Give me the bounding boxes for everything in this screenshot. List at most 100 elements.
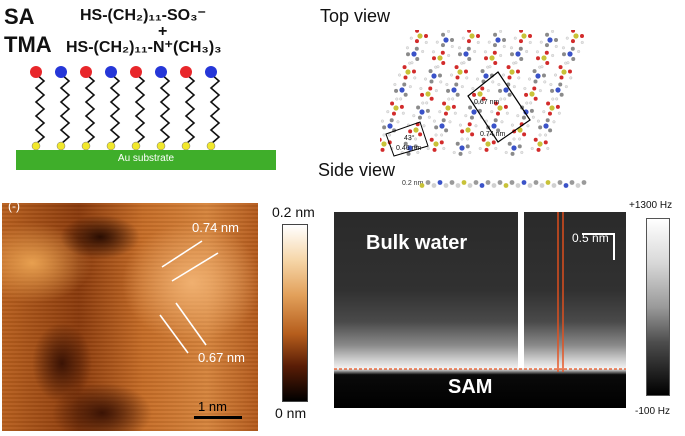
hydrogen-atom [517,76,521,80]
sulfur-atom [509,69,515,75]
hydrogen-atom [421,101,425,105]
oxygen-atom [481,96,486,101]
hydrogen-atom [500,120,504,124]
methyl-group [458,52,463,57]
sulfur-atom [485,141,491,147]
thiol-anchor [131,141,141,151]
oxygen-atom [442,101,447,106]
methyl-group [480,69,485,74]
sa-label: SA [4,4,35,29]
side-atom [557,180,563,185]
angle-label: 43° [404,135,415,142]
oxygen-atom [503,104,508,109]
hydrogen-atom [425,101,429,105]
methyl-group [496,128,501,133]
ammonium-head [55,66,67,78]
side-atom [539,183,545,188]
hydrogen-atom [530,147,534,150]
sulfur-atom [381,141,387,147]
nitrogen-atom [515,51,521,57]
hydrogen-atom [421,50,425,53]
alkyl-chain [34,73,46,145]
hydrogen-atom [512,61,516,65]
hydrogen-atom [419,87,423,90]
nitrogen-atom [523,109,529,115]
methyl-group [465,144,470,149]
hydrogen-atom [432,119,436,123]
hydrogen-atom [466,137,470,141]
side-atom [551,183,557,188]
methyl-group [554,38,558,42]
ammonium-head [105,66,117,78]
sulfur-atom [549,105,555,111]
methyl-group [493,32,498,37]
hydrogen-atom [434,133,438,137]
oxygen-atom [432,147,437,152]
oxygen-atom [476,34,480,38]
hydrogen-atom [380,119,384,123]
hydrogen-atom [564,61,568,65]
hydrogen-atom [434,89,438,93]
oxygen-atom [519,30,524,33]
side-atom [503,183,509,188]
sulfur-atom [561,69,567,75]
hydrogen-atom [450,73,453,77]
hydrogen-atom [528,41,532,44]
oxygen-atom [515,69,520,74]
hydrogen-atom [460,137,464,141]
side-atom [473,180,479,185]
sulfonate-head [180,66,192,78]
side-atom [575,183,581,188]
methyl-group [498,88,503,93]
oxygen-atom [533,96,538,101]
methyl-group [544,43,549,48]
nitrogen-atom [535,73,541,79]
bulk-water-label: Bulk water [366,232,468,254]
hydrogen-atom [432,50,435,54]
oxygen-atom [432,56,437,61]
oxygen-atom [380,147,385,152]
side-atom [527,183,533,188]
hydrogen-atom [520,150,524,154]
oxygen-atom [415,30,420,33]
hydrogen-atom [474,124,478,128]
methyl-group [518,46,523,51]
methyl-group [425,108,430,113]
nitrogen-atom [431,73,437,79]
oxygen-atom [403,75,408,80]
image-gap [518,212,524,368]
oxygen-atom [470,132,475,137]
methyl-group [545,118,550,123]
methyl-group [519,57,524,62]
hydrogen-atom [499,97,503,101]
ammonium-head [155,66,167,78]
oxygen-atom [454,65,459,70]
side-atom [533,180,539,185]
frequency-colorbar [646,218,670,396]
oxygen-atom [429,96,434,101]
oxygen-atom [414,39,419,44]
hydrogen-atom [539,40,543,44]
hydrogen-atom [471,87,475,90]
oxygen-atom [472,92,477,97]
methyl-group [402,82,407,87]
sam-chains-schematic [30,66,221,151]
oxygen-atom [518,39,523,44]
oxygen-atom [543,140,548,145]
oxygen-atom [484,147,489,152]
oxygen-atom [440,50,445,55]
unit-cell-outline [467,71,531,143]
nitrogen-atom [471,109,477,115]
afm-topography-image [2,203,258,431]
side-atom [467,183,473,188]
oxygen-atom [411,69,416,74]
hydrogen-atom [486,133,490,137]
nitrogen-atom [451,87,457,93]
hydrogen-atom [393,83,397,86]
hydrogen-atom [565,36,569,40]
hydrogen-atom [510,123,514,127]
oxygen-atom [571,30,576,33]
hydrogen-atom [476,41,480,44]
methyl-group [529,108,534,113]
side-atom [443,183,449,188]
